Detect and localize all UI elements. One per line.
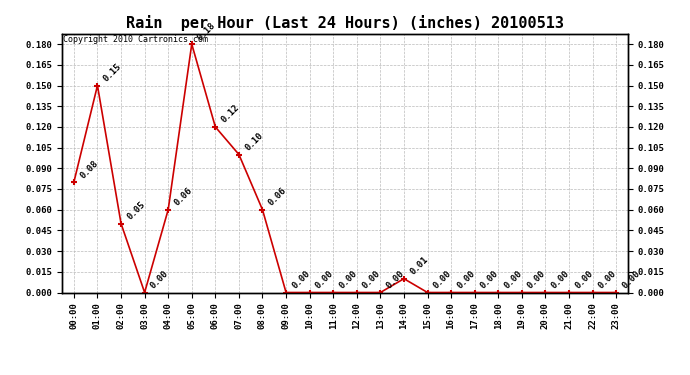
Text: 0.00: 0.00: [620, 269, 642, 290]
Text: 0.05: 0.05: [125, 200, 147, 221]
Text: 0.00: 0.00: [526, 269, 548, 290]
Text: 0.00: 0.00: [432, 269, 453, 290]
Text: 0.01: 0.01: [408, 255, 430, 276]
Text: 0.00: 0.00: [573, 269, 595, 290]
Text: 0.10: 0.10: [243, 131, 265, 152]
Text: 0.00: 0.00: [149, 269, 170, 290]
Text: 0.08: 0.08: [78, 158, 99, 180]
Text: 0.06: 0.06: [172, 186, 194, 207]
Text: 0.00: 0.00: [549, 269, 571, 290]
Text: 0.00: 0.00: [314, 269, 335, 290]
Text: Copyright 2010 Cartronics.com: Copyright 2010 Cartronics.com: [63, 35, 208, 44]
Text: 0.00: 0.00: [455, 269, 477, 290]
Text: 0.00: 0.00: [384, 269, 406, 290]
Text: 0.06: 0.06: [266, 186, 288, 207]
Text: 0.00: 0.00: [479, 269, 500, 290]
Text: 0.18: 0.18: [196, 20, 217, 42]
Text: 0.00: 0.00: [337, 269, 359, 290]
Text: 0.15: 0.15: [101, 62, 124, 83]
Text: 0.00: 0.00: [290, 269, 312, 290]
Title: Rain  per Hour (Last 24 Hours) (inches) 20100513: Rain per Hour (Last 24 Hours) (inches) 2…: [126, 15, 564, 31]
Text: 0.00: 0.00: [502, 269, 524, 290]
Text: 0.00: 0.00: [597, 269, 618, 290]
Text: 0.12: 0.12: [219, 103, 241, 125]
Text: 0.00: 0.00: [361, 269, 382, 290]
